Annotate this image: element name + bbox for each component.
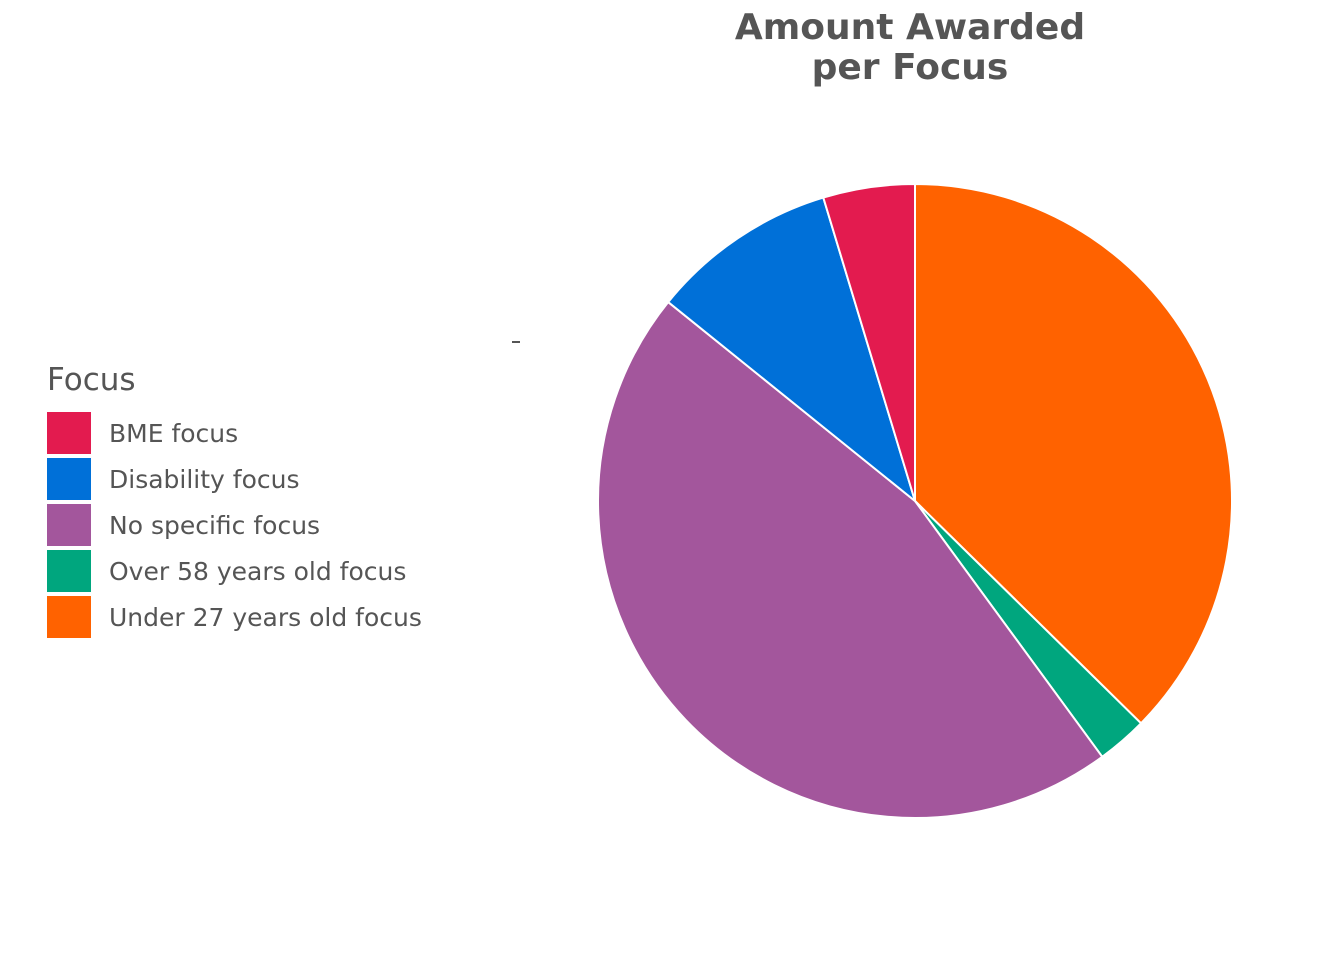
legend-label: Under 27 years old focus	[109, 602, 422, 632]
legend-item[interactable]: No specific focus	[47, 502, 422, 548]
chart-title: Amount Awarded per Focus	[700, 8, 1120, 88]
legend-label: No specific focus	[109, 510, 321, 540]
legend-item[interactable]: Disability focus	[47, 456, 422, 502]
legend: Focus BME focus Disability focus No specif…	[47, 360, 422, 640]
legend-item[interactable]: Under 27 years old focus	[47, 594, 422, 640]
chart-title-line-1: Amount Awarded	[734, 7, 1086, 48]
pie-slice-bme-focus	[822, 182, 916, 502]
legend-item[interactable]: BME focus	[47, 410, 422, 456]
legend-item[interactable]: Over 58 years old focus	[47, 548, 422, 594]
pie-slice-under-27-years-old-focus	[914, 182, 1233, 725]
chart-title-line-2: per Focus	[811, 47, 1009, 88]
legend-items: BME focus Disability focus No specific foc…	[47, 410, 422, 640]
pie-slices	[597, 182, 1233, 819]
legend-title: Focus	[47, 362, 136, 398]
legend-label: Over 58 years old focus	[109, 556, 407, 586]
legend-swatch	[47, 458, 91, 500]
legend-swatch	[47, 550, 91, 592]
legend-label: BME focus	[109, 418, 239, 448]
stray-dash-mark	[512, 341, 520, 343]
legend-swatch	[47, 504, 91, 546]
legend-swatch	[47, 412, 91, 454]
legend-swatch	[47, 596, 91, 638]
pie-slice-no-specific-focus	[597, 300, 1104, 819]
legend-label: Disability focus	[109, 464, 300, 494]
pie-slice-disability-focus	[666, 196, 917, 504]
